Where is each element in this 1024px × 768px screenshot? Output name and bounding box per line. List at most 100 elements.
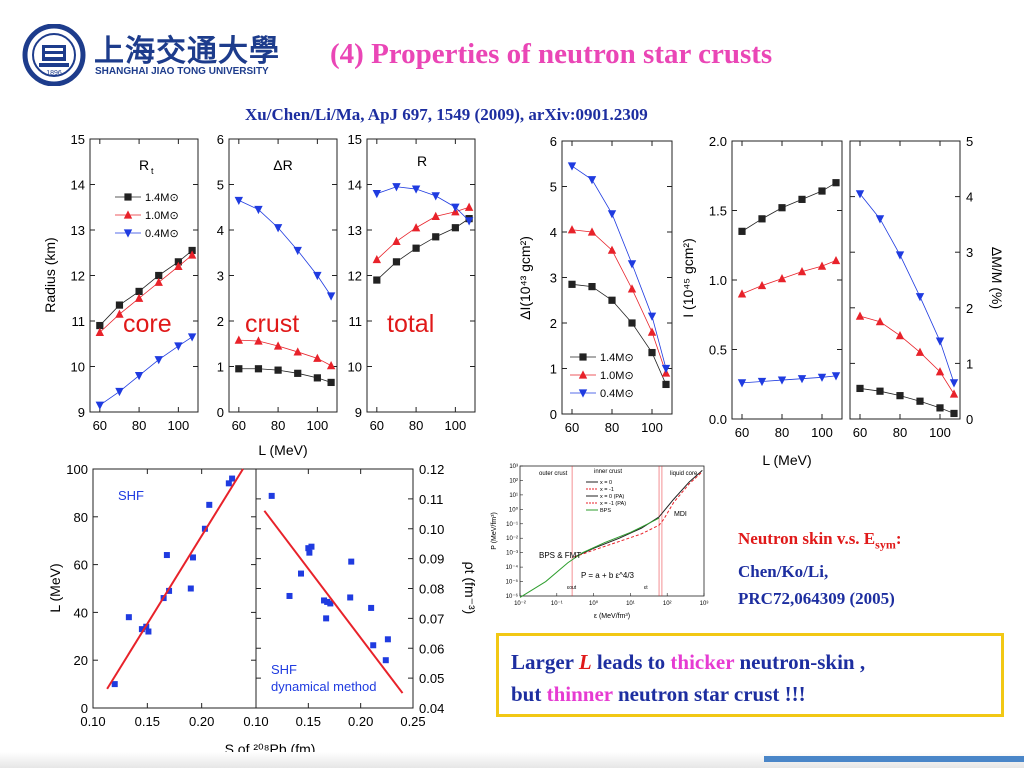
annotation-shf: SHF <box>118 488 144 503</box>
data-point <box>125 614 132 621</box>
y-tick-label: 10⁻³ <box>506 551 518 557</box>
legend-marker <box>123 210 133 219</box>
university-name-en: SHANGHAI JIAO TONG UNIVERSITY <box>95 66 269 77</box>
series-line <box>574 471 703 558</box>
plot-frame <box>519 465 705 597</box>
y-tick-label: 11 <box>72 314 86 329</box>
data-point <box>115 387 124 397</box>
x-tick-label: 80 <box>409 418 423 433</box>
legend-label: 1.4M⊙ <box>145 192 179 204</box>
university-seal-icon: 1896 <box>22 24 86 86</box>
data-point <box>464 217 474 226</box>
data-point <box>154 356 163 365</box>
series-line <box>519 517 660 598</box>
x-tick-label: 80 <box>605 420 619 435</box>
university-name-cn: 上海交通大學 <box>94 35 280 68</box>
callout-symbol: L <box>578 650 592 674</box>
data-point <box>431 192 440 201</box>
data-point <box>321 597 328 604</box>
chart-panel: 0 1 2 3 4 5 60 80 100 ΔM/M (%) <box>849 134 1005 440</box>
chart-panel: 0 20 40 60 80 100 0.10 0.15 0.20 SHF L (MeV) <box>47 462 257 729</box>
side-note-line-3: PRC72,064309 (2005) <box>738 589 895 609</box>
data-point <box>464 202 474 211</box>
data-point <box>627 284 637 293</box>
y-tick-label: 10¹ <box>509 493 518 499</box>
data-point <box>286 592 293 599</box>
legend-marker <box>578 389 588 398</box>
data-point <box>95 327 105 336</box>
x-tick-label: 10⁻² <box>514 601 526 607</box>
data-point <box>166 587 173 594</box>
chart-panel: 0.04 0.05 0.06 0.07 0.08 0.09 0.10 0.11 0.12 0.10… <box>225 462 478 757</box>
series-line <box>859 315 955 395</box>
data-point <box>392 183 401 192</box>
data-point <box>662 380 670 389</box>
data-point <box>855 311 865 320</box>
y-tick-label: 10 <box>348 360 362 375</box>
data-point <box>234 196 244 206</box>
data-point <box>234 335 244 344</box>
y-axis-label: L (MeV) <box>47 563 63 612</box>
data-point <box>798 195 806 203</box>
chart-panel: 9 10 11 12 13 14 15 60 80 100 R L (MeV) <box>258 132 476 458</box>
data-point <box>347 594 354 601</box>
data-point <box>832 179 840 187</box>
chart-panel: 9 10 11 12 13 14 15 60 80 100 R t 1.4M⊙ 1.0M⊙ 0.4M⊙ Rad… <box>42 132 199 433</box>
data-point <box>451 224 459 232</box>
data-point <box>648 348 656 357</box>
y-tick-label: 0.12 <box>419 462 444 477</box>
y-tick-label: 12 <box>71 269 85 284</box>
data-point <box>206 501 213 508</box>
y-axis-label: ΔI(10⁴³ gcm²) <box>517 236 533 320</box>
data-point <box>412 244 420 252</box>
data-point <box>411 185 421 194</box>
y-tick-label: 10² <box>509 478 518 484</box>
data-point <box>313 271 322 281</box>
y-tick-label: 10⁻² <box>506 536 518 542</box>
eos-panel: 10⁻² 10⁻¹ 10⁰ 10¹ 10² 10³ 10⁻⁶ 10⁻⁵ 10⁻⁴ 10⁻³ 10⁻²… <box>491 464 708 620</box>
legend-label: x = 0 (PA) <box>600 494 624 500</box>
x-tick-label: 60 <box>565 420 579 435</box>
data-point <box>174 342 183 351</box>
y-tick-label: 12 <box>348 269 362 284</box>
y-tick-label: 9 <box>78 405 85 420</box>
data-point <box>875 317 885 326</box>
y-tick-label: 0.11 <box>419 492 443 507</box>
data-point <box>818 187 826 195</box>
plot-frame <box>366 138 476 413</box>
annotation: εout <box>567 585 577 591</box>
x-tick-label: 80 <box>893 425 907 440</box>
y-tick-label: 60 <box>74 558 88 573</box>
data-point <box>778 204 786 212</box>
data-point <box>293 347 302 356</box>
side-note-text: Neutron skin v.s. E <box>738 529 876 548</box>
data-point <box>607 245 617 254</box>
y-tick-label: 3 <box>966 245 973 260</box>
data-point <box>174 261 183 270</box>
data-point <box>154 277 163 286</box>
y-tick-label: 2 <box>217 314 224 329</box>
y-tick-label: 10³ <box>509 464 518 470</box>
legend-label: 1.4M⊙ <box>600 352 634 364</box>
data-point <box>628 319 636 327</box>
x-tick-label: 0.15 <box>296 714 321 729</box>
fit-line <box>263 510 404 694</box>
y-tick-label: 2 <box>966 301 973 316</box>
x-tick-label: 80 <box>132 418 146 433</box>
y-tick-label: 4 <box>217 223 224 238</box>
y-tick-label: 14 <box>348 178 362 193</box>
data-point <box>757 280 767 290</box>
x-tick-label: 10⁻¹ <box>551 601 563 607</box>
y-axis-label: ρt (fm⁻³) <box>462 562 478 615</box>
data-point <box>324 598 331 605</box>
callout-text-3: neutron-skin , <box>734 650 866 674</box>
data-point <box>273 341 283 350</box>
annotation: BPS & FMT <box>539 551 581 560</box>
core-overlay-label: core <box>123 310 172 338</box>
y-tick-label: 15 <box>71 132 85 147</box>
legend-label: 1.0M⊙ <box>600 370 634 382</box>
svg-text:1896: 1896 <box>46 70 62 77</box>
series-line <box>859 193 955 383</box>
x-tick-label: 100 <box>811 425 833 440</box>
